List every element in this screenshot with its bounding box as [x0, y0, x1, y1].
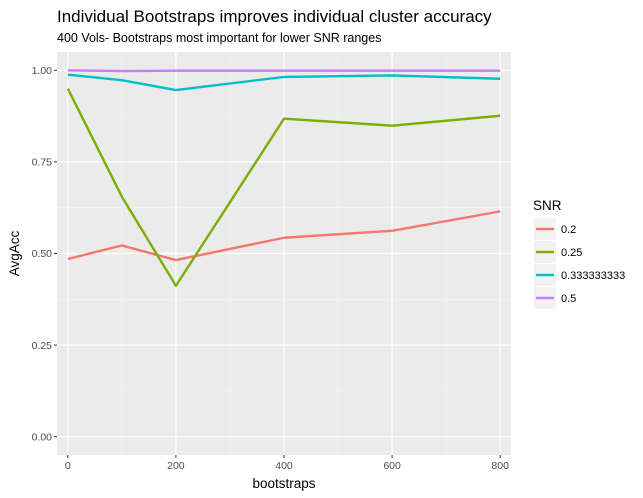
y-tick-label: 0.25	[32, 340, 53, 352]
legend: SNR 0.2 0.25 0.333333333 0.5	[533, 198, 625, 309]
legend-item: 0.5	[534, 287, 576, 309]
chart-subtitle: 400 Vols- Bootstraps most important for …	[57, 31, 381, 45]
series-lines	[66, 69, 501, 287]
legend-item: 0.2	[534, 218, 576, 240]
x-tick-label: 200	[167, 460, 185, 472]
chart-title: Individual Bootstraps improves individua…	[57, 7, 492, 26]
x-tick-label: 800	[491, 460, 509, 472]
y-tick-label: 0.75	[32, 157, 53, 169]
y-tick-label: 1.00	[32, 65, 53, 77]
legend-label: 0.2	[561, 224, 576, 236]
series-line-0.25	[66, 88, 501, 287]
legend-label: 0.5	[561, 293, 576, 305]
x-tick-label: 600	[383, 460, 401, 472]
y-tick-label: 0.50	[32, 248, 53, 260]
x-axis-title: bootstraps	[252, 476, 315, 491]
legend-title: SNR	[533, 198, 562, 213]
x-tick-label: 0	[65, 460, 71, 472]
y-axis-title: AvgAcc	[7, 230, 22, 276]
y-tick-label: 0.00	[32, 431, 53, 443]
legend-item: 0.25	[534, 241, 582, 263]
legend-item: 0.333333333	[534, 264, 625, 286]
series-line-0.5	[67, 69, 501, 73]
series-line-0.2	[67, 210, 501, 262]
x-tick-label: 400	[275, 460, 293, 472]
legend-label: 0.333333333	[561, 270, 625, 282]
legend-label: 0.25	[561, 247, 582, 259]
series-line-0.333333333	[67, 73, 501, 92]
x-axis-ticks: 0 200 400 600 800	[65, 455, 509, 472]
y-axis-ticks: 0.00 0.25 0.50 0.75 1.00	[32, 65, 57, 443]
